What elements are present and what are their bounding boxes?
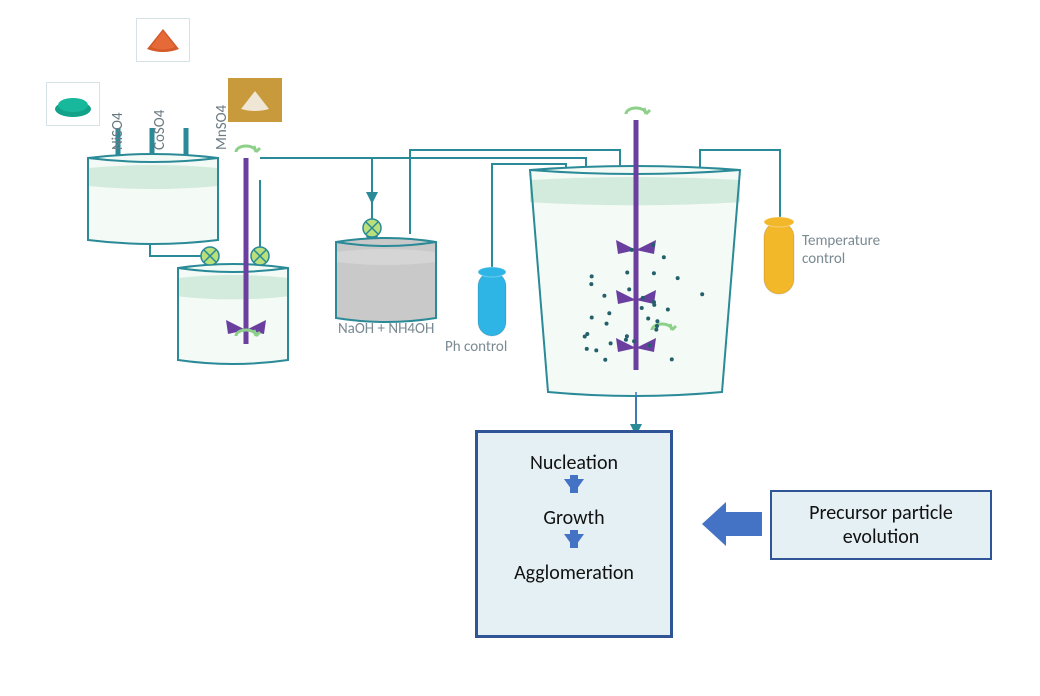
powder-coso4 — [136, 18, 190, 62]
arrow-down-icon — [564, 534, 584, 548]
big-arrow-left-icon — [702, 502, 762, 546]
powder-mnso4 — [228, 78, 282, 122]
evolution-box: Precursor particle evolution — [770, 490, 992, 560]
powder-niso4 — [46, 82, 100, 126]
process-step-3: Agglomeration — [478, 561, 670, 585]
process-step-1: Nucleation — [478, 451, 670, 475]
label-temp: Temperature control — [802, 232, 880, 268]
evolution-text: Precursor particle evolution — [782, 501, 980, 549]
label-mnso4: MnSO4 — [213, 105, 231, 150]
label-ph: Ph control — [445, 338, 507, 356]
label-naoh: NaOH + NH4OH — [338, 320, 434, 338]
process-box: Nucleation Growth Agglomeration — [475, 430, 673, 638]
process-step-2: Growth — [478, 506, 670, 530]
label-niso4: NiSO4 — [109, 112, 127, 150]
arrow-down-icon — [564, 479, 584, 493]
diagram-stage: NiSO4 CoSO4 MnSO4 NaOH + NH4OH Ph contro… — [0, 0, 1040, 696]
label-coso4: CoSO4 — [151, 110, 169, 150]
